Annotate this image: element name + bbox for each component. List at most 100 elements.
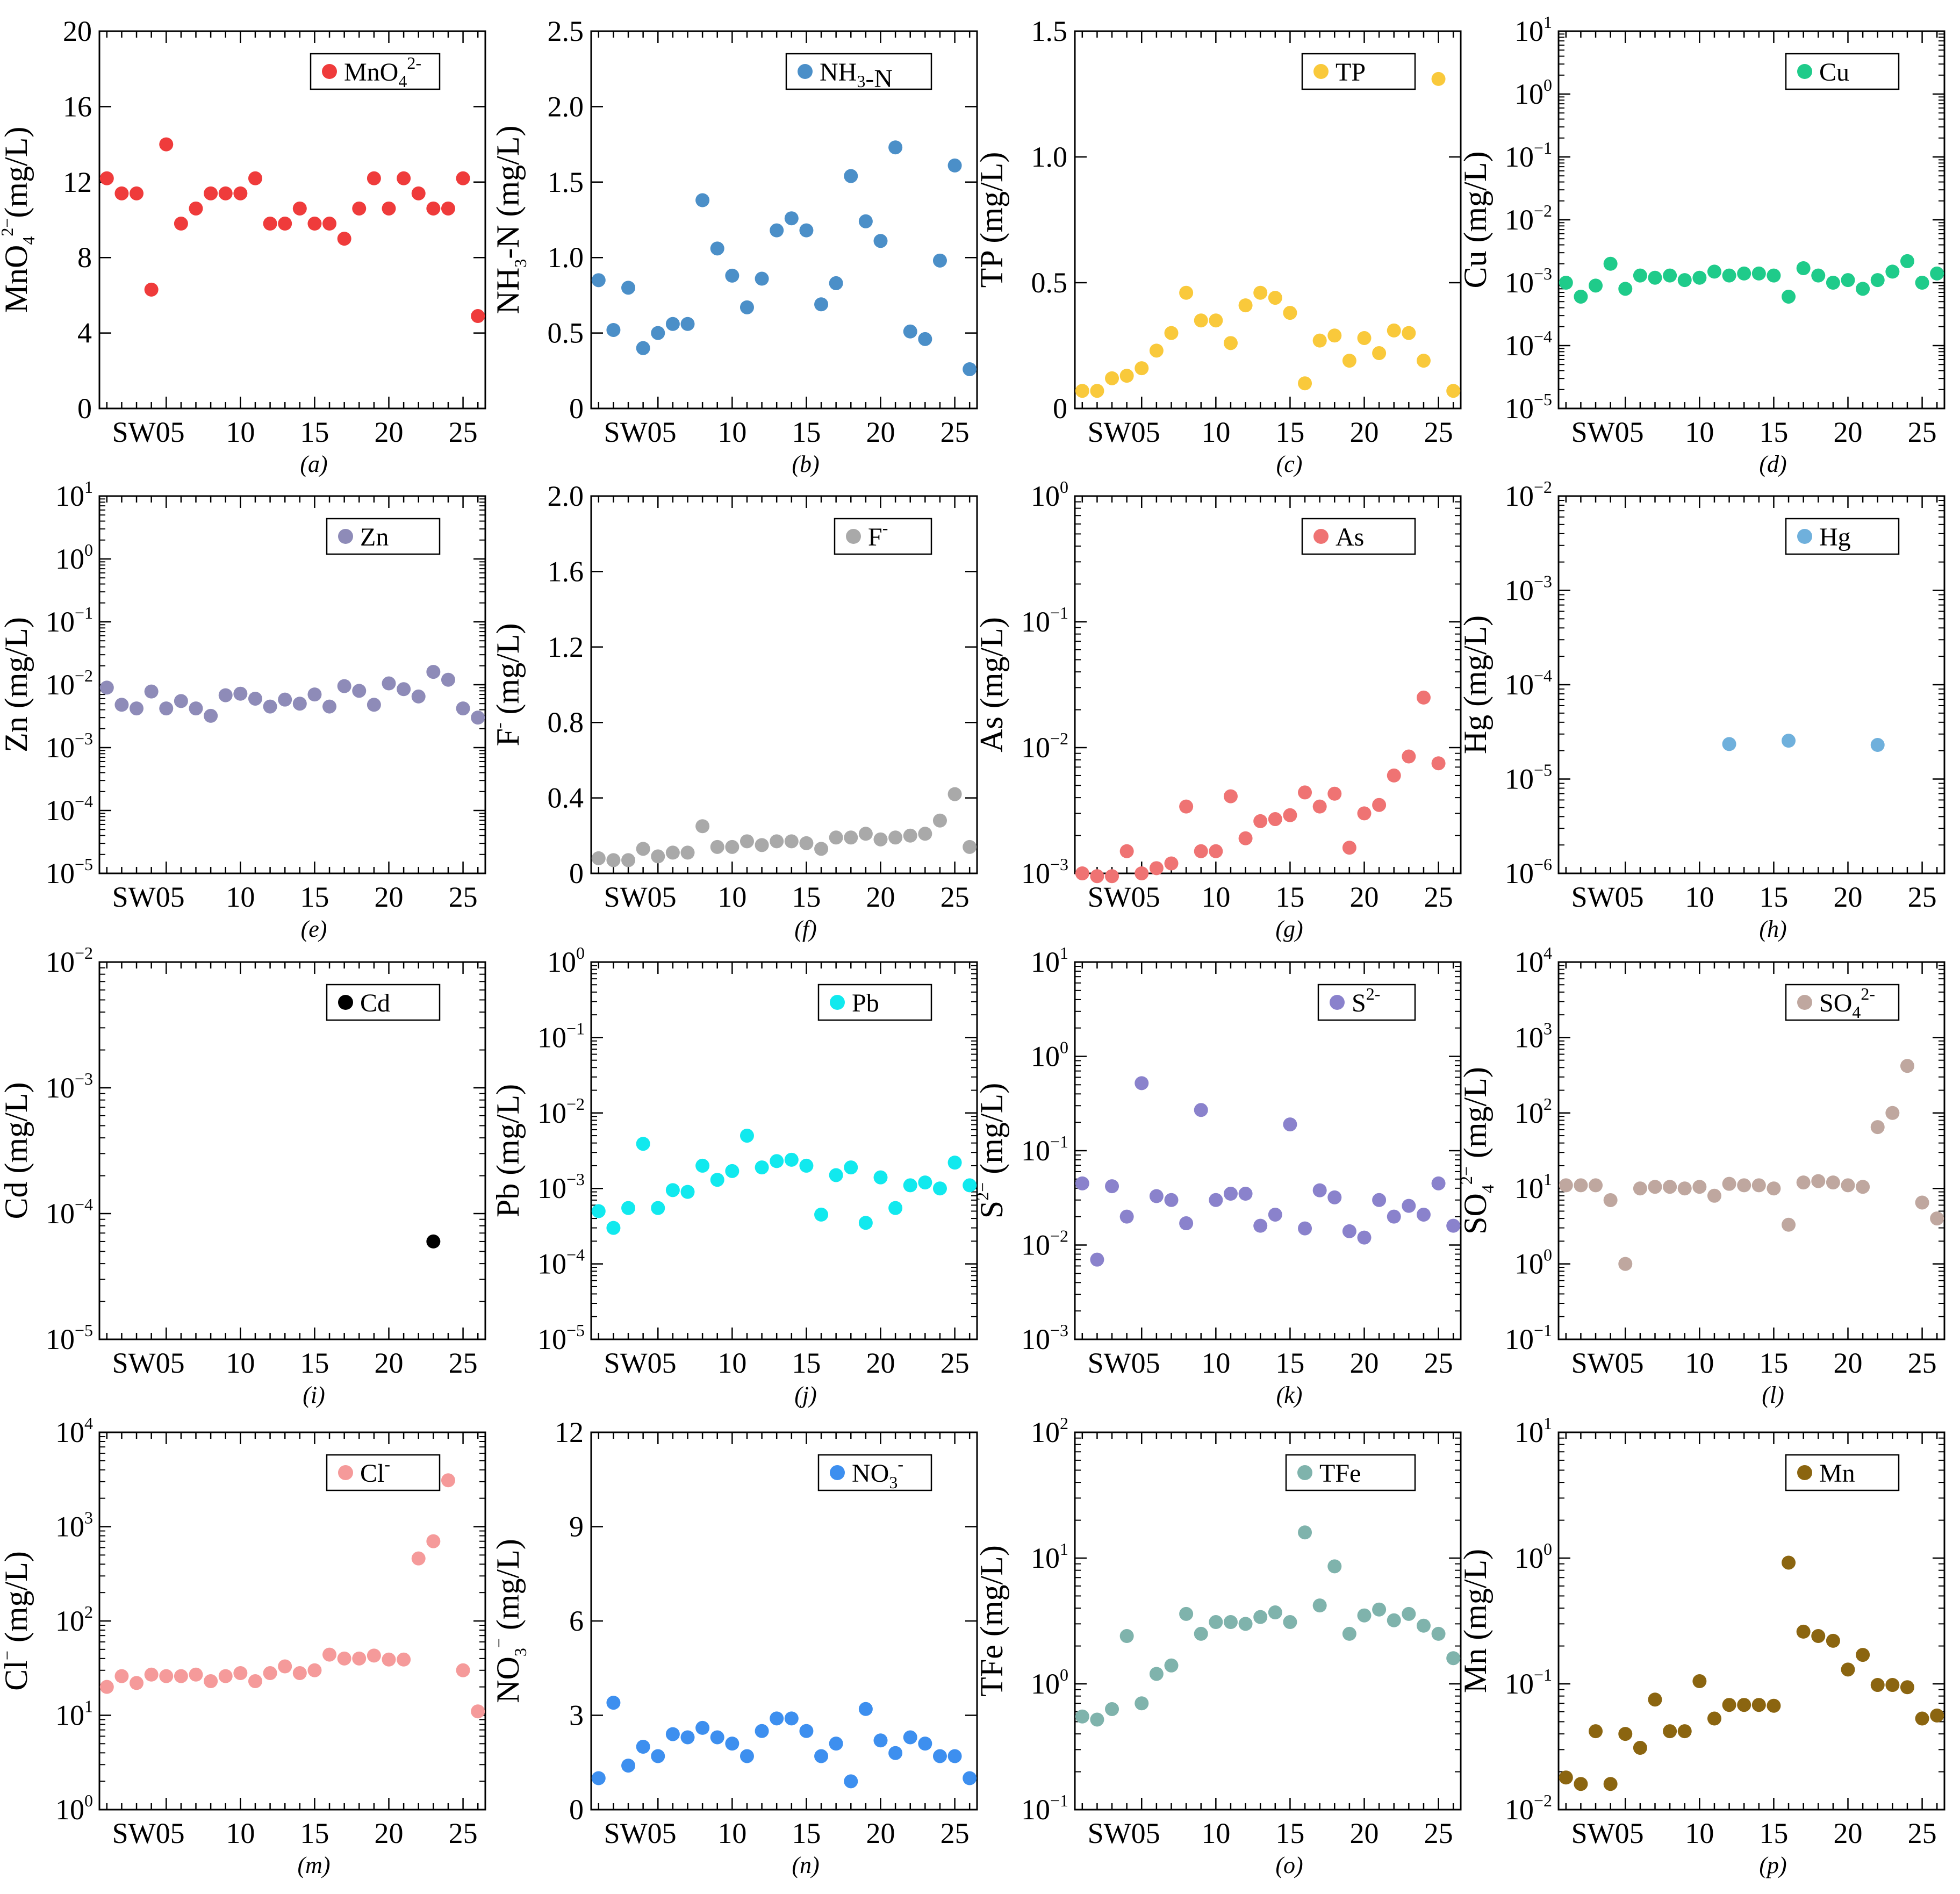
- panel-m: SW05 10 15 20 25 100 101 102 103 104 Cl− (mg/L) Cl-…: [0, 1414, 486, 1878]
- data-point: [740, 834, 754, 849]
- data-point: [189, 201, 203, 216]
- data-point: [710, 840, 724, 854]
- data-point: [1796, 1175, 1811, 1190]
- legend-marker: [1313, 529, 1329, 544]
- data-point: [1782, 289, 1796, 304]
- y-tick-label: 101: [1031, 1539, 1068, 1574]
- panel-label: (p): [1759, 1852, 1786, 1878]
- y-tick-label: 100: [1031, 1038, 1068, 1073]
- y-tick-label: 1.5: [1031, 15, 1068, 47]
- data-point: [114, 698, 129, 712]
- x-tick-label: SW05: [1571, 881, 1644, 913]
- data-point: [278, 1659, 292, 1674]
- data-point: [1105, 371, 1119, 385]
- data-point: [1135, 1076, 1149, 1091]
- legend-label: S2-: [1352, 984, 1380, 1017]
- panel-label: (l): [1762, 1382, 1784, 1408]
- data-point: [1648, 1692, 1662, 1707]
- y-tick-label: 101: [1514, 1414, 1552, 1448]
- data-point: [1559, 1770, 1573, 1785]
- data-point: [1870, 738, 1885, 752]
- data-point: [1574, 1777, 1588, 1791]
- data-point: [1209, 1615, 1223, 1630]
- data-point: [1416, 1207, 1431, 1222]
- data-point: [784, 1152, 799, 1167]
- y-tick-label: 104: [55, 1414, 93, 1448]
- data-point: [114, 1669, 129, 1683]
- data-point: [1090, 1252, 1104, 1267]
- data-point: [799, 836, 814, 850]
- data-point: [1663, 1724, 1677, 1739]
- data-point: [1268, 1207, 1282, 1222]
- y-tick-label: 1.2: [548, 631, 584, 663]
- data-point: [204, 1674, 218, 1689]
- data-point: [932, 1749, 947, 1763]
- y-tick-label: 100: [55, 540, 93, 575]
- data-point: [1856, 1180, 1870, 1194]
- y-tick-label: 16: [63, 90, 92, 123]
- plot-frame: [1074, 1431, 1462, 1811]
- data-point: [1402, 326, 1416, 340]
- data-point: [397, 682, 411, 697]
- data-point: [1268, 1605, 1282, 1620]
- data-point: [829, 830, 843, 845]
- data-point: [441, 1473, 455, 1488]
- data-point: [174, 217, 188, 231]
- data-point: [1298, 1221, 1312, 1236]
- data-point: [606, 853, 621, 867]
- y-tick-label: 10−3: [46, 729, 93, 764]
- x-tick-label: 10: [226, 881, 255, 913]
- y-tick-label: 100: [1031, 1665, 1068, 1700]
- y-tick-label: 10−3: [1021, 1321, 1068, 1355]
- data-point: [1677, 1724, 1692, 1739]
- data-point: [1826, 1175, 1840, 1190]
- data-point: [1209, 844, 1223, 858]
- y-tick-label: 10−1: [1021, 1791, 1068, 1826]
- data-point: [1209, 313, 1223, 328]
- data-point: [1342, 354, 1356, 368]
- y-axis-label: Cd (mg/L): [0, 1082, 34, 1219]
- x-tick-label: SW05: [604, 881, 677, 913]
- data-point: [1707, 1188, 1721, 1203]
- data-point: [1179, 285, 1194, 300]
- data-point: [947, 158, 962, 173]
- data-point: [1253, 1610, 1268, 1624]
- y-tick-label: 103: [1514, 1018, 1552, 1053]
- data-point: [1930, 1211, 1944, 1226]
- panel-k: SW05 10 15 20 25 10−3 10−2 10−1 100 101 S2− (mg/L)…: [973, 943, 1462, 1408]
- x-tick-label: 25: [940, 1817, 970, 1849]
- data-point: [1223, 789, 1238, 803]
- data-point: [1105, 1179, 1119, 1194]
- data-point: [1283, 306, 1297, 320]
- data-point: [292, 697, 307, 711]
- y-tick-label: 10−2: [46, 943, 93, 978]
- data-point: [680, 845, 695, 860]
- data-point: [932, 813, 947, 828]
- data-point: [1135, 866, 1149, 880]
- legend-marker: [1297, 1465, 1312, 1480]
- y-axis-label: Zn (mg/L): [0, 617, 34, 752]
- y-tick-label: 102: [55, 1602, 93, 1637]
- panel-n: SW05 10 15 20 25 0 3 6 9 12 NO3− (mg/L) NO3- (n): [489, 1416, 978, 1878]
- data-point: [1767, 1181, 1781, 1196]
- data-point: [130, 186, 144, 200]
- y-tick-label: 0.5: [548, 317, 584, 349]
- data-point: [1796, 261, 1811, 276]
- legend-marker: [1330, 995, 1345, 1010]
- data-point: [1179, 1606, 1194, 1621]
- data-point: [1915, 1711, 1929, 1726]
- x-tick-label: 20: [1350, 416, 1379, 448]
- data-point: [873, 1733, 888, 1748]
- data-point: [963, 1178, 977, 1193]
- data-point: [1194, 313, 1208, 328]
- data-point: [755, 1724, 769, 1738]
- data-point: [725, 268, 740, 283]
- data-point: [411, 1551, 426, 1566]
- data-point: [1238, 298, 1253, 313]
- x-tick-label: 25: [1908, 881, 1937, 913]
- x-tick-label: 15: [300, 1347, 329, 1379]
- panel-label: (a): [300, 451, 327, 477]
- y-tick-label: 10−1: [1021, 1132, 1068, 1167]
- x-tick-label: 15: [1275, 881, 1304, 913]
- panel-label: (f): [794, 916, 817, 942]
